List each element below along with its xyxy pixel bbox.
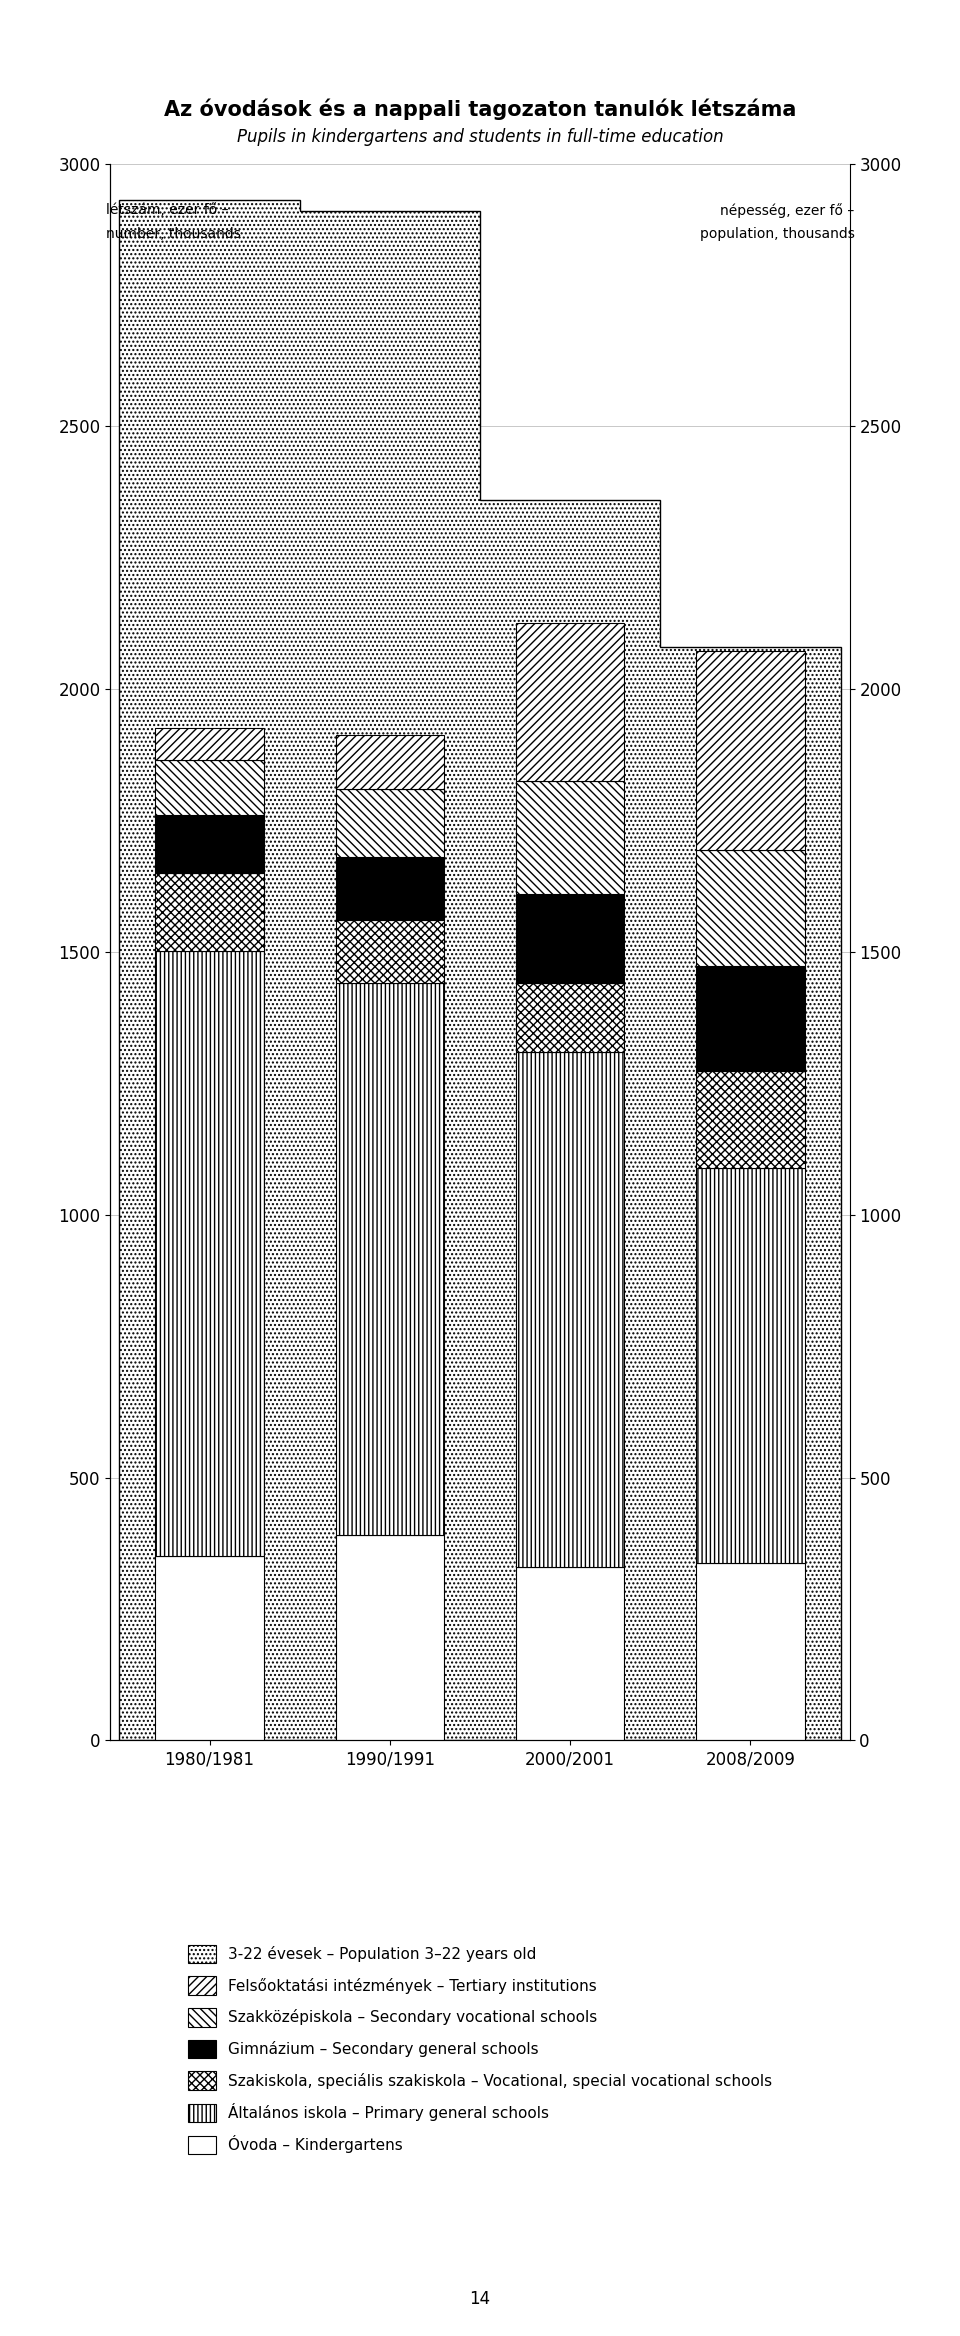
Bar xyxy=(696,652,804,850)
Bar xyxy=(696,1168,804,1563)
Bar xyxy=(156,759,264,815)
Legend: 3-22 évesek – Population 3–22 years old, Felsőoktatási intézmények – Tertiary in: 3-22 évesek – Population 3–22 years old,… xyxy=(180,1937,780,2163)
Bar xyxy=(696,967,804,1072)
Bar xyxy=(516,1567,624,1740)
Bar xyxy=(156,729,264,759)
Text: Az óvodások és a nappali tagozaton tanulók létszáma: Az óvodások és a nappali tagozaton tanul… xyxy=(164,98,796,119)
Bar xyxy=(696,1072,804,1168)
Bar xyxy=(336,920,444,983)
Bar xyxy=(156,815,264,874)
Bar xyxy=(156,874,264,951)
Bar xyxy=(156,1556,264,1740)
Bar xyxy=(336,1535,444,1740)
Text: population, thousands: population, thousands xyxy=(700,227,854,241)
Bar xyxy=(516,983,624,1051)
Text: number, thousands: number, thousands xyxy=(106,227,240,241)
Bar xyxy=(336,983,444,1535)
Bar xyxy=(516,780,624,895)
Bar xyxy=(516,1051,624,1567)
Bar xyxy=(516,624,624,780)
Bar xyxy=(336,857,444,920)
Bar xyxy=(516,895,624,983)
Bar xyxy=(336,790,444,857)
Bar xyxy=(696,850,804,967)
Bar xyxy=(156,951,264,1556)
Text: 14: 14 xyxy=(469,2289,491,2308)
Text: népesség, ezer fő –: népesség, ezer fő – xyxy=(720,203,854,217)
Text: létszám, ezer fő –: létszám, ezer fő – xyxy=(106,203,228,217)
Bar xyxy=(336,736,444,790)
Bar xyxy=(696,1563,804,1740)
Text: Pupils in kindergartens and students in full-time education: Pupils in kindergartens and students in … xyxy=(237,128,723,147)
Polygon shape xyxy=(119,201,841,1740)
